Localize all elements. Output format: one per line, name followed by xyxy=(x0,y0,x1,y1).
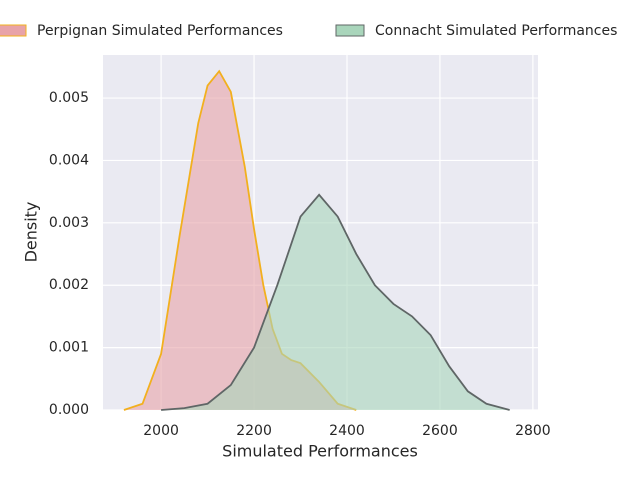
density-line xyxy=(161,193,510,411)
area xyxy=(161,194,510,410)
y-axis-label: Density xyxy=(22,202,41,263)
legend-label: Perpignan Simulated Performances xyxy=(37,23,283,39)
y-tick-label: 0.002 xyxy=(49,277,89,293)
x-tick-label: 2800 xyxy=(515,423,551,439)
x-tick-label: 2600 xyxy=(422,423,458,439)
area xyxy=(123,71,357,411)
y-tick-label: 0.003 xyxy=(49,215,89,231)
legend-swatch xyxy=(0,24,27,37)
y-tick-label: 0.004 xyxy=(49,152,89,168)
x-tick-label: 2200 xyxy=(236,423,272,439)
x-axis-label: Simulated Performances xyxy=(222,442,418,461)
legend-swatch xyxy=(335,24,365,37)
x-tick-label: 2000 xyxy=(143,423,179,439)
y-tick-label: 0.000 xyxy=(49,402,89,418)
y-tick-label: 0.005 xyxy=(49,90,89,106)
legend-label: Connacht Simulated Performances xyxy=(375,23,617,39)
y-tick-label: 0.001 xyxy=(49,340,89,356)
x-tick-label: 2400 xyxy=(329,423,365,439)
marks xyxy=(123,69,510,411)
